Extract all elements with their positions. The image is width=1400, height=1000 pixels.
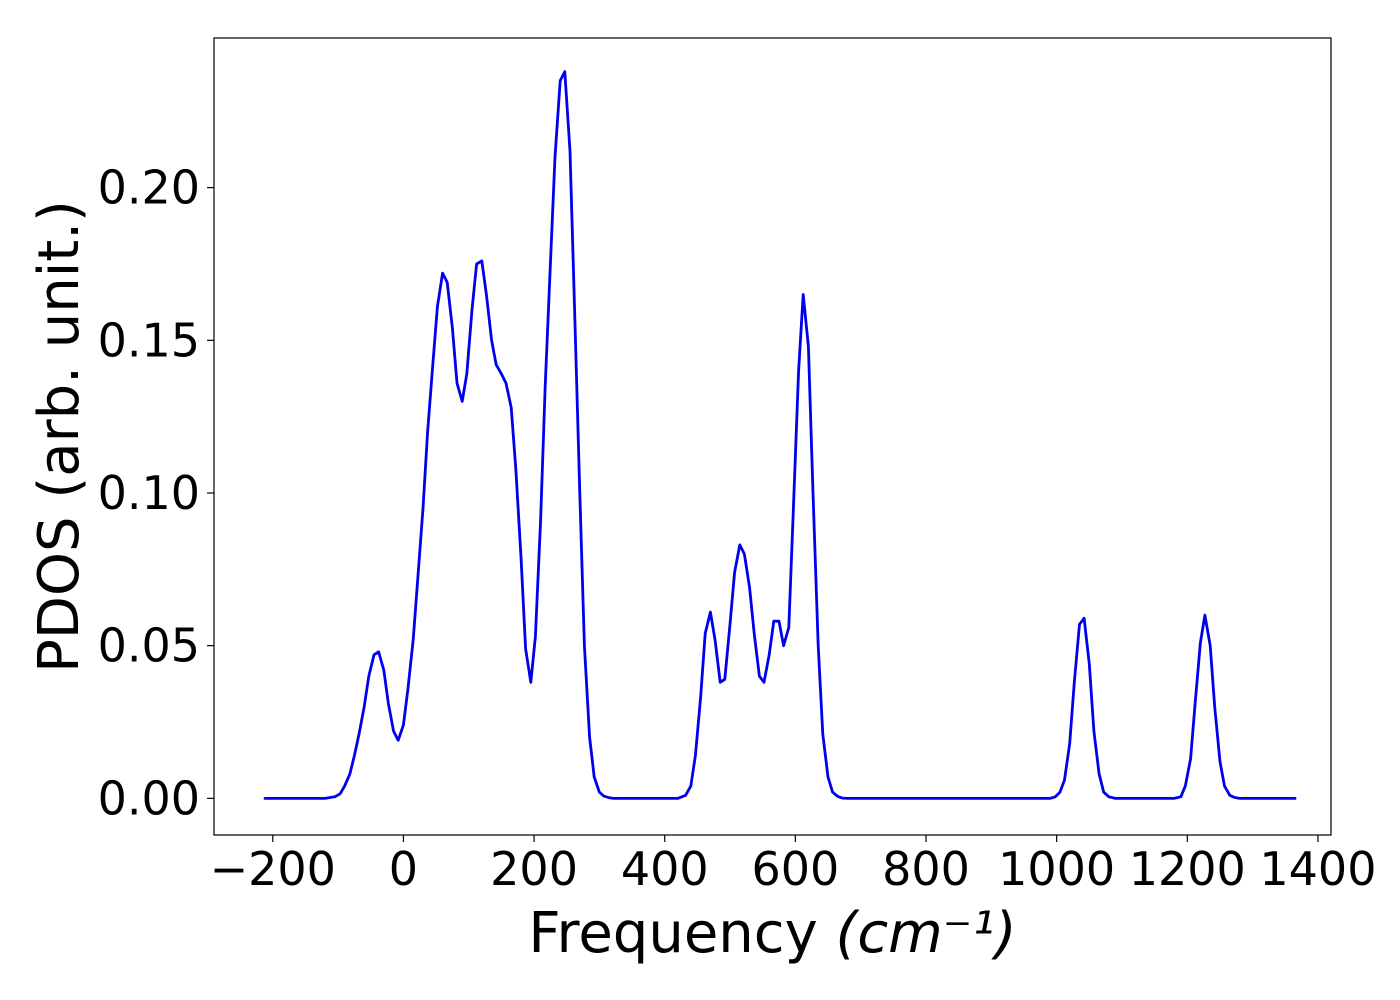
y-tick-label: 0.10 <box>98 466 200 520</box>
x-tick-label: 1400 <box>1259 842 1376 896</box>
x-tick-label: 600 <box>751 842 839 896</box>
x-tick-label: 200 <box>490 842 578 896</box>
x-tick-label: 1000 <box>998 842 1115 896</box>
x-axis: −200 0 200 400 600 800 1000 1200 1400 <box>210 835 1376 896</box>
y-tick-label: 0.20 <box>98 161 200 215</box>
x-axis-label-unit: (cm⁻¹) <box>836 901 1017 966</box>
plot-frame <box>213 37 1332 836</box>
y-tick-label: 0.00 <box>98 771 200 825</box>
x-axis-label-text: Frequency <box>528 901 817 966</box>
y-axis-label: PDOS (arb. unit.) <box>27 200 92 673</box>
x-tick-label: 1200 <box>1129 842 1246 896</box>
x-tick-label: 0 <box>389 842 418 896</box>
y-tick-label: 0.15 <box>98 313 200 367</box>
y-axis: 0.00 0.05 0.10 0.15 0.20 <box>98 161 214 825</box>
x-tick-label: 800 <box>882 842 970 896</box>
x-tick-label: 400 <box>621 842 709 896</box>
pdos-series-line <box>263 70 1297 800</box>
x-axis-label: Frequency (cm⁻¹) <box>528 901 1016 966</box>
y-tick-label: 0.05 <box>98 619 200 673</box>
x-tick-label: −200 <box>210 842 336 896</box>
